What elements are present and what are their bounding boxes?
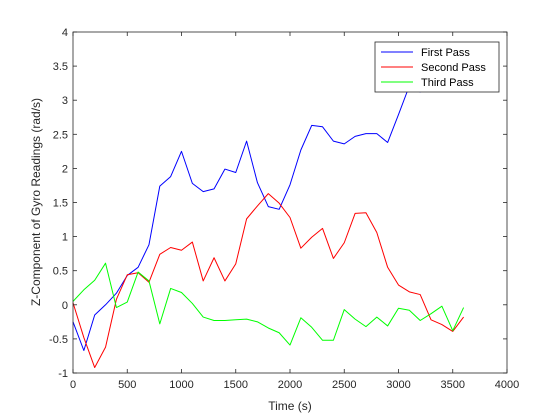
- y-axis-label: Z-Component of Gyro Readings (rad/s): [29, 98, 43, 306]
- y-tick-label: 2.5: [53, 129, 68, 141]
- y-tick-label: 3.5: [53, 61, 68, 73]
- y-tick-label: 0: [62, 300, 68, 312]
- series-line-3: [72, 262, 465, 346]
- y-tick-label: 1: [62, 232, 68, 244]
- y-tick-label: 3: [62, 95, 68, 107]
- x-tick-label: 1500: [224, 379, 248, 391]
- x-tick-label: 0: [70, 379, 76, 391]
- x-tick-label: 500: [118, 379, 136, 391]
- x-tick-label: 3500: [441, 379, 465, 391]
- legend: First Pass Second Pass Third Pass: [374, 41, 500, 93]
- y-tick-label: 2: [62, 163, 68, 175]
- y-tick-label: 0.5: [53, 266, 68, 278]
- axes-layer: 0 500 1000 1500 2000 2500 3000 3500 4000 -1 -0.5 0 0…: [49, 27, 519, 391]
- series-layer: [72, 79, 465, 369]
- legend-entry-label: First Pass: [421, 47, 470, 59]
- legend-entry-label: Third Pass: [421, 77, 474, 89]
- x-tick-label: 2500: [332, 379, 356, 391]
- y-tick-label: 4: [62, 27, 68, 39]
- y-tick-label: -0.5: [49, 334, 68, 346]
- x-tick-label: 1000: [169, 379, 193, 391]
- x-tick-label: 3000: [386, 379, 410, 391]
- legend-entry-label: Second Pass: [421, 62, 486, 74]
- y-tick-label: -1: [58, 368, 68, 380]
- series-line-1: [72, 79, 432, 351]
- x-tick-label: 4000: [495, 379, 519, 391]
- y-tick-label: 1.5: [53, 198, 68, 210]
- x-tick-label: 2000: [278, 379, 302, 391]
- x-axis-label: Time (s): [268, 399, 312, 413]
